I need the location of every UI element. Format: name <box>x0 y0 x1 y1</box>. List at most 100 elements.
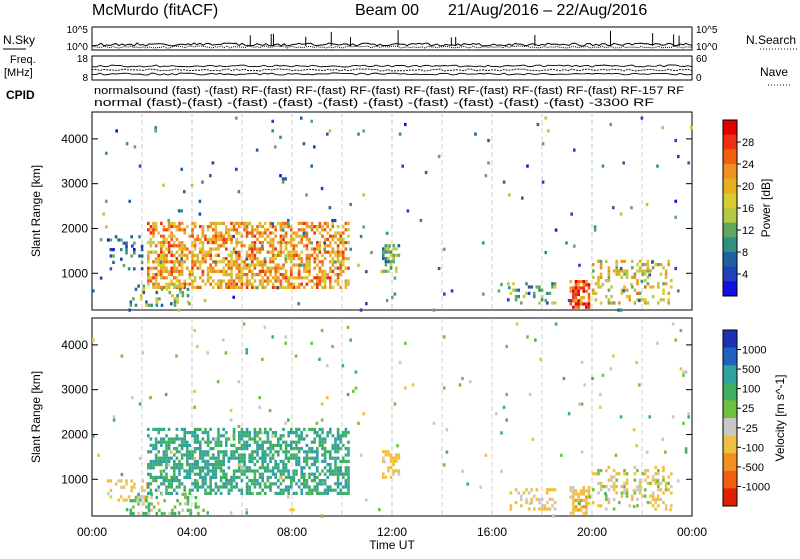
range-time-cell <box>384 263 388 267</box>
power-data-cells <box>92 116 693 312</box>
range-time-cell <box>279 472 283 476</box>
range-time-cell <box>201 456 205 460</box>
range-time-cell <box>157 257 160 261</box>
range-time-cell <box>316 485 319 489</box>
range-time-cell <box>308 427 311 431</box>
range-time-cell <box>574 283 578 287</box>
range-time-cell <box>587 302 591 306</box>
range-time-cell <box>553 507 557 511</box>
range-time-cell <box>117 238 120 242</box>
range-time-cell <box>484 453 488 457</box>
range-time-cell <box>625 481 629 485</box>
range-time-cell <box>264 285 267 289</box>
range-time-cell <box>649 269 652 273</box>
range-time-cell <box>585 305 588 309</box>
range-time-cell <box>357 132 360 136</box>
range-time-cell <box>305 453 309 457</box>
range-time-cell <box>180 269 184 273</box>
range-time-cell <box>173 447 176 451</box>
range-time-cell <box>227 279 231 283</box>
range-time-cell <box>599 481 603 485</box>
range-time-cell <box>245 228 249 232</box>
range-time-cell <box>206 273 210 277</box>
range-time-cell <box>329 250 332 254</box>
range-time-cell <box>264 453 267 457</box>
range-time-cell <box>180 443 184 447</box>
range-time-cell <box>294 354 298 358</box>
range-time-cell <box>321 273 324 277</box>
range-time-cell <box>147 273 150 277</box>
range-time-cell <box>214 241 218 245</box>
range-time-cell <box>500 431 503 435</box>
range-time-cell <box>527 507 531 511</box>
range-time-cell <box>382 450 385 454</box>
range-time-cell <box>671 415 675 419</box>
range-time-cell <box>167 241 171 245</box>
range-time-cell <box>644 272 647 276</box>
range-time-cell <box>160 250 163 254</box>
range-time-cell <box>585 495 588 499</box>
range-time-cell <box>633 301 637 305</box>
range-time-cell <box>238 447 241 451</box>
range-time-cell <box>253 285 257 289</box>
range-time-cell <box>173 269 176 273</box>
range-time-cell <box>178 502 182 506</box>
range-time-cell <box>357 263 360 267</box>
range-time-cell <box>567 298 571 303</box>
range-time-cell <box>251 250 254 254</box>
range-time-cell <box>209 266 212 270</box>
range-time-cell <box>657 494 660 498</box>
range-time-cell <box>290 273 293 277</box>
range-time-cell <box>274 263 277 267</box>
range-time-cell <box>540 298 544 302</box>
range-time-cell <box>292 440 296 444</box>
range-time-cell <box>256 237 259 241</box>
range-time-cell <box>321 276 324 280</box>
range-time-cell <box>193 431 197 435</box>
range-time-cell <box>641 298 644 302</box>
range-time-cell <box>579 286 583 290</box>
range-time-cell <box>615 485 618 489</box>
range-time-cell <box>628 298 631 302</box>
range-time-cell <box>142 502 146 506</box>
range-time-cell <box>120 257 123 261</box>
range-time-cell <box>544 298 547 303</box>
range-time-cell <box>167 260 171 264</box>
range-time-cell <box>329 266 332 270</box>
range-time-cell <box>219 285 223 289</box>
range-time-cell <box>525 488 528 492</box>
range-time-cell <box>243 228 246 232</box>
range-time-cell <box>193 450 197 454</box>
range-time-cell <box>165 450 168 454</box>
range-time-cell <box>297 273 301 277</box>
range-time-cell <box>109 488 113 493</box>
colorbar-swatch <box>723 488 737 507</box>
range-time-cell <box>173 284 177 288</box>
range-time-cell <box>277 485 280 489</box>
range-time-cell <box>178 228 181 232</box>
range-time-cell <box>261 459 264 463</box>
range-time-cell <box>334 266 337 270</box>
range-time-cell <box>308 450 311 454</box>
range-time-cell <box>389 253 393 257</box>
range-time-cell <box>382 475 385 479</box>
range-time-cell <box>308 266 311 270</box>
range-time-cell <box>305 193 308 197</box>
range-time-cell <box>191 463 194 467</box>
range-time-cell <box>636 497 639 501</box>
range-time-cell <box>320 482 324 486</box>
range-time-cell <box>300 282 303 286</box>
range-time-cell <box>619 212 623 216</box>
range-time-cell <box>577 508 580 512</box>
range-time-cell <box>206 466 210 470</box>
range-time-cell <box>651 266 655 270</box>
range-time-cell <box>140 260 144 264</box>
range-time-cell <box>188 491 192 495</box>
range-time-cell <box>646 259 650 263</box>
range-time-cell <box>522 491 526 495</box>
range-time-cell <box>152 221 155 225</box>
range-time-cell <box>437 154 441 159</box>
range-time-cell <box>180 282 184 286</box>
range-time-cell <box>152 285 155 289</box>
